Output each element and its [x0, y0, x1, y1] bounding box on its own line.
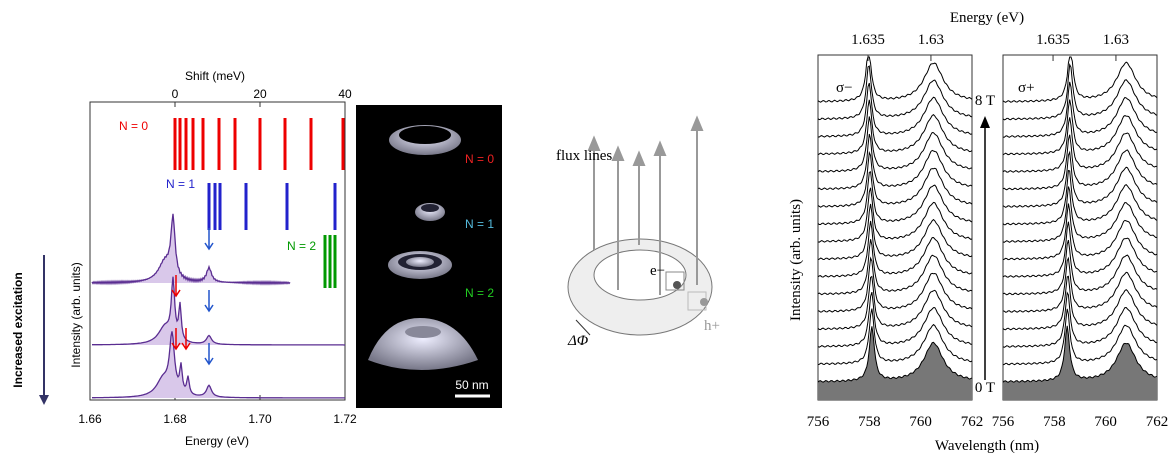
spectrum — [818, 153, 972, 208]
field-label: 8 T — [975, 93, 995, 109]
panel-label: σ+ — [1018, 80, 1035, 96]
spectrum — [1003, 222, 1157, 278]
spectrum — [1003, 240, 1157, 295]
series-label: N = 0 — [119, 119, 148, 133]
spectrum — [92, 331, 345, 398]
spectrum — [818, 117, 972, 173]
spectrum — [1003, 204, 1157, 260]
x-tick-label: 758 — [858, 414, 881, 430]
arrow-head — [39, 395, 49, 405]
hole-label: h+ — [704, 318, 720, 334]
top-tick-label: 0 — [172, 87, 179, 101]
top-tick-label: 20 — [253, 87, 267, 101]
ring-hole — [421, 204, 439, 212]
arrow — [205, 290, 213, 311]
spectrum — [92, 214, 290, 284]
scale-label: 50 nm — [455, 378, 488, 392]
series-label: N = 1 — [166, 177, 195, 191]
ring-label: N = 0 — [465, 152, 494, 166]
spectrum-fill — [92, 331, 345, 398]
spectrum — [818, 172, 972, 225]
spectrum — [1003, 187, 1157, 243]
spectrum — [818, 204, 972, 260]
ring-label: N = 2 — [465, 286, 494, 300]
field-label: 0 T — [975, 380, 995, 396]
spectrum — [818, 292, 972, 347]
axis-title: Shift (meV) — [185, 69, 245, 83]
ring-top — [405, 326, 441, 338]
electron — [673, 281, 681, 289]
series-label: N = 2 — [287, 239, 316, 253]
x-tick-label: 1.70 — [248, 412, 272, 426]
arrow — [205, 343, 213, 364]
axis-title: Energy (eV) — [185, 434, 249, 448]
top-tick-label: 40 — [338, 87, 352, 101]
top-tick-label: 1.635 — [1036, 32, 1070, 48]
axis-title: Wavelength (nm) — [935, 438, 1039, 454]
right-frame-right — [1003, 55, 1157, 400]
spectrum — [1003, 117, 1157, 172]
spectrum — [818, 309, 972, 365]
figure: Increased excitation Shift (meV) Intensi… — [0, 0, 1175, 457]
x-tick-label: 1.66 — [78, 412, 102, 426]
spectrum-fill — [92, 277, 345, 345]
spectrum — [1003, 100, 1157, 155]
spectrum — [818, 134, 972, 190]
spectrum — [818, 258, 972, 312]
axis-title: Intensity (arb. units) — [788, 199, 804, 321]
phase-label: ΔΦ — [567, 333, 589, 349]
hole — [700, 298, 708, 306]
axis-title: Intensity (arb. units) — [69, 262, 83, 367]
arrow — [205, 228, 213, 249]
torus-hole — [594, 250, 686, 300]
x-tick-label: 762 — [961, 414, 984, 430]
electron-label: e− — [650, 263, 665, 279]
spectrum — [1003, 135, 1157, 190]
flux-label: flux lines — [556, 148, 612, 164]
spectrum — [818, 277, 972, 330]
spectrum — [92, 277, 345, 345]
axis-title: Energy (eV) — [950, 10, 1024, 26]
spectrum-fill — [92, 214, 290, 284]
spectrum-fill — [818, 326, 972, 400]
ring-inner — [406, 257, 434, 267]
field-arrow-head — [980, 116, 990, 128]
top-tick-label: 1.63 — [1103, 32, 1129, 48]
ring-label: N = 1 — [465, 217, 494, 231]
spectrum — [818, 221, 972, 277]
side-label: Increased excitation — [11, 272, 25, 387]
top-tick-label: 1.635 — [851, 32, 885, 48]
spectrum — [1003, 293, 1157, 348]
spectrum — [818, 100, 972, 155]
x-tick-label: 756 — [992, 414, 1015, 430]
panel-label: σ− — [836, 80, 853, 96]
spectrum — [818, 188, 972, 242]
ring-hole — [399, 126, 451, 144]
x-tick-label: 760 — [1094, 414, 1117, 430]
x-tick-label: 756 — [807, 414, 830, 430]
spectrum — [818, 239, 972, 295]
top-tick-label: 1.63 — [918, 32, 944, 48]
x-tick-label: 758 — [1043, 414, 1066, 430]
x-tick-label: 760 — [909, 414, 932, 430]
x-tick-label: 762 — [1146, 414, 1169, 430]
x-tick-label: 1.72 — [333, 412, 357, 426]
x-tick-label: 1.68 — [163, 412, 187, 426]
